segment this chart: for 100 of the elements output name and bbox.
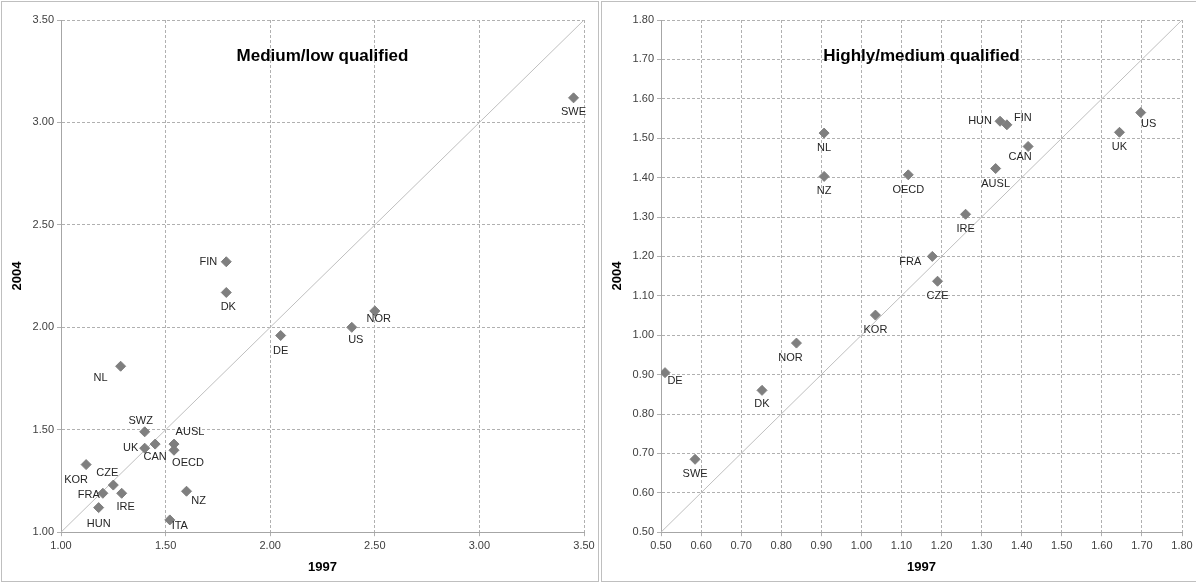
point <box>1135 107 1147 119</box>
x-tick-label: 1.00 <box>50 538 72 551</box>
point <box>1001 119 1013 131</box>
x-tick-label: 0.50 <box>650 538 672 551</box>
x-tick-label: 1.10 <box>890 538 913 551</box>
point <box>869 309 881 321</box>
annotation: KOR <box>863 323 888 336</box>
annotation: SWZ <box>128 413 154 426</box>
point <box>139 442 151 454</box>
y-tick-label: 2.50 <box>32 217 55 230</box>
y-tick-label: 3.50 <box>32 13 55 26</box>
annotation: FRA <box>77 488 101 501</box>
annotation: CZE <box>96 466 119 479</box>
annotation: AUSL <box>981 176 1011 189</box>
x-tick-label: 3.00 <box>468 538 491 551</box>
y-tick-label: 0.60 <box>632 485 655 498</box>
y-tick-label: 1.70 <box>632 52 655 65</box>
annotation: CZE <box>926 289 949 302</box>
annotation: OECD <box>892 182 925 195</box>
x-tick-label: 3.50 <box>573 538 595 551</box>
annotation: NZ <box>191 494 207 507</box>
point <box>80 459 92 471</box>
point <box>990 163 1002 175</box>
point <box>994 115 1006 127</box>
annotation: DE <box>273 343 289 356</box>
x-tick-label: 1.20 <box>930 538 953 551</box>
annotation: FIN <box>199 254 218 267</box>
y-tick-label: 1.20 <box>632 249 655 262</box>
annotation: UK <box>123 441 139 454</box>
annotation: OECD <box>172 456 204 469</box>
x-tick-label: 1.30 <box>970 538 993 551</box>
point <box>902 169 914 181</box>
annotation: CAN <box>143 450 167 463</box>
y-tick-label: 1.50 <box>32 422 55 435</box>
point <box>220 256 232 268</box>
annotation: IRE <box>956 222 975 235</box>
y-tick-label: 1.00 <box>32 525 55 538</box>
x-tick-label: 2.00 <box>259 538 281 551</box>
annotation: UK <box>1111 140 1128 153</box>
point <box>139 426 151 438</box>
annotation: ITA <box>171 518 189 531</box>
annotation: DK <box>754 397 771 410</box>
annotation: FRA <box>899 255 922 268</box>
x-tick-label: 0.90 <box>810 538 833 551</box>
y-tick-label: 1.00 <box>632 328 655 341</box>
point <box>346 321 358 333</box>
y-tick-label: 1.30 <box>632 210 655 223</box>
annotation: KOR <box>64 472 89 485</box>
annotation: HUN <box>968 114 993 127</box>
y-tick-label: 1.10 <box>632 288 655 301</box>
y-axis-title: 2004 <box>609 260 625 291</box>
point <box>960 208 972 220</box>
point <box>756 384 768 396</box>
annotation: NOR <box>778 351 803 364</box>
x-tick-label: 1.50 <box>154 538 177 551</box>
text: Medium/low qualified <box>236 45 409 65</box>
x-tick-label: 1.70 <box>1131 538 1153 551</box>
y-tick-label: 0.70 <box>632 446 655 459</box>
annotation: SWE <box>682 467 708 480</box>
annotation: HUN <box>86 516 111 529</box>
annotation: US <box>1141 116 1157 129</box>
x-tick-label: 0.70 <box>730 538 752 551</box>
point <box>93 502 105 514</box>
y-tick-label: 1.60 <box>632 91 655 104</box>
y-tick-label: 0.80 <box>632 407 655 420</box>
y-tick-label: 1.50 <box>632 131 655 144</box>
annotation: NZ <box>816 184 832 197</box>
point <box>115 360 127 372</box>
point <box>689 453 701 465</box>
point <box>107 479 119 491</box>
point <box>932 275 944 287</box>
point <box>568 92 580 104</box>
annotation: IRE <box>116 500 135 513</box>
x-axis-title: 1997 <box>308 558 337 574</box>
y-tick-label: 3.00 <box>32 115 55 128</box>
point <box>818 170 830 182</box>
y-tick-label: 1.80 <box>632 13 655 26</box>
x-tick-label: 2.50 <box>364 538 386 551</box>
annotation: NL <box>93 371 108 384</box>
x-tick-label: 0.80 <box>770 538 792 551</box>
point <box>149 438 161 450</box>
point <box>1022 140 1034 152</box>
y-tick-label: 2.00 <box>32 320 55 333</box>
point <box>275 330 287 342</box>
annotation: NOR <box>366 311 392 324</box>
y-tick-label: 0.90 <box>632 367 655 380</box>
annotation: CAN <box>1008 149 1032 162</box>
x-tick-label: 1.50 <box>1051 538 1073 551</box>
annotation: AUSL <box>175 425 205 438</box>
y-tick-label: 0.50 <box>632 525 655 538</box>
y-tick-label: 1.40 <box>632 170 655 183</box>
text: Highly/medium qualified <box>823 45 1020 65</box>
point <box>220 286 232 298</box>
x-axis-title: 1997 <box>907 558 936 574</box>
annotation: DK <box>220 299 237 312</box>
annotation: FIN <box>1014 110 1032 123</box>
annotation: DE <box>667 373 683 386</box>
point <box>926 250 938 262</box>
annotation: SWE <box>561 104 587 117</box>
point <box>818 127 830 139</box>
